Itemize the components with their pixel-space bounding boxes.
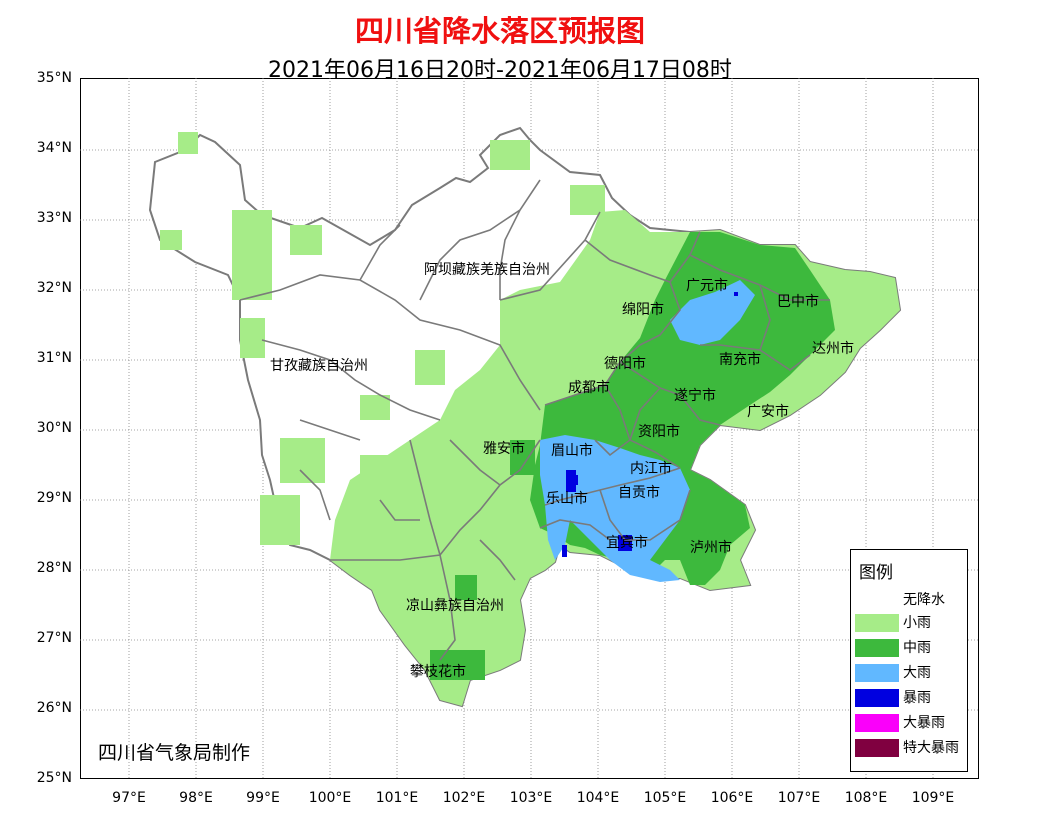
legend-item-rainstorm: 暴雨 <box>855 688 965 708</box>
map-title: 四川省降水落区预报图 <box>354 14 645 48</box>
lat-label: 29°N <box>36 490 72 506</box>
legend-swatch <box>855 614 899 632</box>
region-label-bazhong: 巴中市 <box>777 293 819 310</box>
lat-label: 26°N <box>36 700 72 716</box>
legend-swatch <box>855 689 899 707</box>
legend-swatch <box>855 714 899 732</box>
region-label-ganzi: 甘孜藏族自治州 <box>270 358 368 374</box>
legend-label: 大雨 <box>903 665 931 681</box>
prefecture-boundaries <box>239 179 830 661</box>
legend-item-none: 无降水 <box>855 590 965 610</box>
lon-label: 104°E <box>576 790 620 806</box>
lon-label: 106°E <box>710 790 754 806</box>
region-label-liangshan: 凉山彝族自治州 <box>406 598 504 614</box>
region-label-guangan: 广安市 <box>747 403 789 420</box>
region-label-mianyang: 绵阳市 <box>622 301 664 318</box>
region-label-guangyuan: 广元市 <box>686 277 728 294</box>
legend-swatch <box>855 664 899 682</box>
producer-label: 四川省气象局制作 <box>98 742 251 764</box>
lat-label: 31°N <box>36 350 72 366</box>
legend-item-heavy-rain: 大雨 <box>855 663 965 683</box>
legend-item-heavy-rainstorm: 大暴雨 <box>855 713 965 733</box>
lon-label: 99°E <box>246 790 280 806</box>
legend: 图例 无降水 小雨 中雨 大雨 暴雨 大暴雨 特大暴雨 <box>850 549 968 772</box>
legend-label: 小雨 <box>903 615 931 631</box>
legend-label: 大暴雨 <box>903 715 945 731</box>
lon-label: 101°E <box>375 790 419 806</box>
region-label-suining: 遂宁市 <box>674 387 716 404</box>
map-frame: 阿坝藏族羌族自治州 甘孜藏族自治州 凉山彝族自治州 广元市 巴中市 绵阳市 达州… <box>80 78 979 779</box>
legend-title: 图例 <box>859 563 893 583</box>
region-label-meishan: 眉山市 <box>551 442 593 459</box>
legend-item-light-rain: 小雨 <box>855 613 965 633</box>
lon-label: 100°E <box>308 790 352 806</box>
region-label-zigong: 自贡市 <box>618 484 660 501</box>
lat-label: 30°N <box>36 420 72 436</box>
legend-item-extreme-rainstorm: 特大暴雨 <box>855 738 965 758</box>
region-label-chengdu: 成都市 <box>568 379 610 396</box>
legend-label: 暴雨 <box>903 690 931 706</box>
lat-label: 35°N <box>36 70 72 86</box>
region-label-dazhou: 达州市 <box>812 340 854 357</box>
lon-label: 105°E <box>643 790 687 806</box>
region-label-yibin: 宜宾市 <box>606 534 648 551</box>
lat-label: 27°N <box>36 630 72 646</box>
region-label-luzhou: 泸州市 <box>690 539 732 556</box>
lat-label: 28°N <box>36 560 72 576</box>
region-label-leshan: 乐山市 <box>546 490 588 507</box>
heavy-rain-area <box>540 280 755 582</box>
legend-swatch <box>855 639 899 657</box>
legend-item-moderate-rain: 中雨 <box>855 638 965 658</box>
lat-label: 34°N <box>36 140 72 156</box>
legend-label: 无降水 <box>903 592 945 608</box>
region-label-panzhihua: 攀枝花市 <box>410 663 466 680</box>
region-label-ziyang: 资阳市 <box>638 423 680 440</box>
lon-label: 107°E <box>777 790 821 806</box>
region-label-deyang: 德阳市 <box>604 355 646 372</box>
region-label-neijiang: 内江市 <box>630 460 672 477</box>
lon-label: 103°E <box>509 790 553 806</box>
lat-label: 33°N <box>36 210 72 226</box>
lon-label: 109°E <box>911 790 955 806</box>
lat-label: 32°N <box>36 280 72 296</box>
lon-label: 108°E <box>844 790 888 806</box>
region-label-nanchong: 南充市 <box>719 351 761 368</box>
legend-label: 中雨 <box>903 640 931 656</box>
sichuan-map: 阿坝藏族羌族自治州 甘孜藏族自治州 凉山彝族自治州 广元市 巴中市 绵阳市 达州… <box>80 78 979 779</box>
lon-label: 97°E <box>112 790 146 806</box>
lon-label: 102°E <box>442 790 486 806</box>
region-labels: 阿坝藏族羌族自治州 甘孜藏族自治州 凉山彝族自治州 广元市 巴中市 绵阳市 达州… <box>270 262 854 680</box>
lat-label: 25°N <box>36 770 72 786</box>
legend-swatch <box>855 739 899 757</box>
region-label-yaan: 雅安市 <box>483 440 525 457</box>
legend-label: 特大暴雨 <box>903 740 959 756</box>
region-label-aba: 阿坝藏族羌族自治州 <box>424 262 550 278</box>
lon-label: 98°E <box>179 790 213 806</box>
rainstorm-area <box>562 292 738 557</box>
legend-swatch <box>855 591 899 609</box>
